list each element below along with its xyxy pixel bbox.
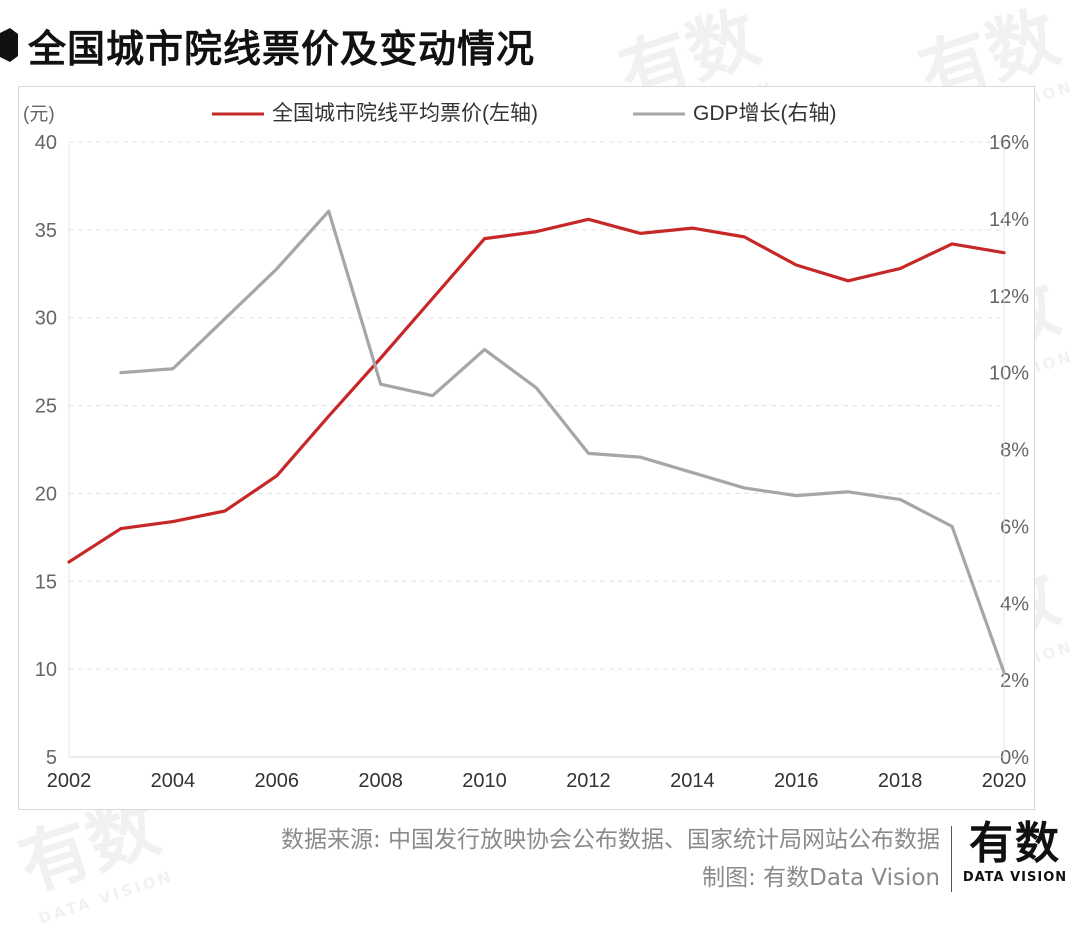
y-left-tick-label: 5 — [46, 747, 57, 769]
y-right-tick-label: 0% — [1000, 747, 1029, 769]
y-left-unit-label: (元) — [23, 104, 55, 125]
x-tick-label: 2002 — [47, 770, 92, 792]
chart-credit: 制图: 有数Data Vision — [702, 865, 940, 891]
y-right-tick-label: 10% — [989, 363, 1029, 385]
x-tick-label: 2004 — [151, 770, 196, 792]
x-tick-label: 2020 — [982, 770, 1027, 792]
x-tick-label: 2014 — [670, 770, 715, 792]
y-right-tick-label: 12% — [989, 286, 1029, 308]
title-bar: 全国城市院线票价及变动情况 — [0, 8, 1080, 78]
x-tick-label: 2016 — [774, 770, 819, 792]
x-tick-label: 2008 — [358, 770, 403, 792]
x-tick-label: 2012 — [566, 770, 611, 792]
brand-logo: 有数 DATA VISION — [960, 818, 1070, 885]
y-left-tick-label: 40 — [35, 132, 57, 154]
y-left-tick-label: 15 — [35, 571, 57, 593]
title-marker-icon — [0, 28, 18, 62]
y-right-tick-label: 4% — [1000, 593, 1029, 615]
logo-en-text: DATA VISION — [962, 870, 1068, 885]
logo-cn-text: 有数 — [969, 818, 1061, 869]
y-left-tick-label: 25 — [35, 396, 57, 418]
y-right-tick-label: 8% — [1000, 440, 1029, 462]
y-right-tick-label: 14% — [989, 209, 1029, 231]
ticket-price-line — [67, 217, 1006, 564]
gdp-growth-line — [119, 209, 1006, 675]
y-left-tick-label: 30 — [35, 308, 57, 330]
x-tick-label: 2010 — [462, 770, 507, 792]
legend-label-gdp: GDP增长(右轴) — [693, 102, 837, 125]
y-left-tick-label: 20 — [35, 483, 57, 505]
legend-label-price: 全国城市院线平均票价(左轴) — [272, 102, 538, 125]
chart-frame: 5 10 15 20 25 30 35 40 (元) 0% 2% 4% 6% 8% 10% 12% 14% 16%… — [18, 86, 1035, 810]
y-right-tick-label: 6% — [1000, 516, 1029, 538]
footer-divider — [951, 826, 952, 892]
x-tick-label: 2006 — [255, 770, 300, 792]
line-chart: 5 10 15 20 25 30 35 40 (元) 0% 2% 4% 6% 8% 10% 12% 14% 16%… — [23, 102, 1029, 792]
data-source: 数据来源: 中国发行放映协会公布数据、国家统计局网站公布数据 — [280, 827, 940, 853]
y-left-tick-label: 35 — [35, 220, 57, 242]
y-left-tick-label: 10 — [35, 659, 57, 681]
page-title: 全国城市院线票价及变动情况 — [28, 27, 536, 71]
y-right-tick-label: 2% — [1000, 670, 1029, 692]
x-tick-label: 2018 — [878, 770, 923, 792]
y-right-tick-label: 16% — [989, 132, 1029, 154]
